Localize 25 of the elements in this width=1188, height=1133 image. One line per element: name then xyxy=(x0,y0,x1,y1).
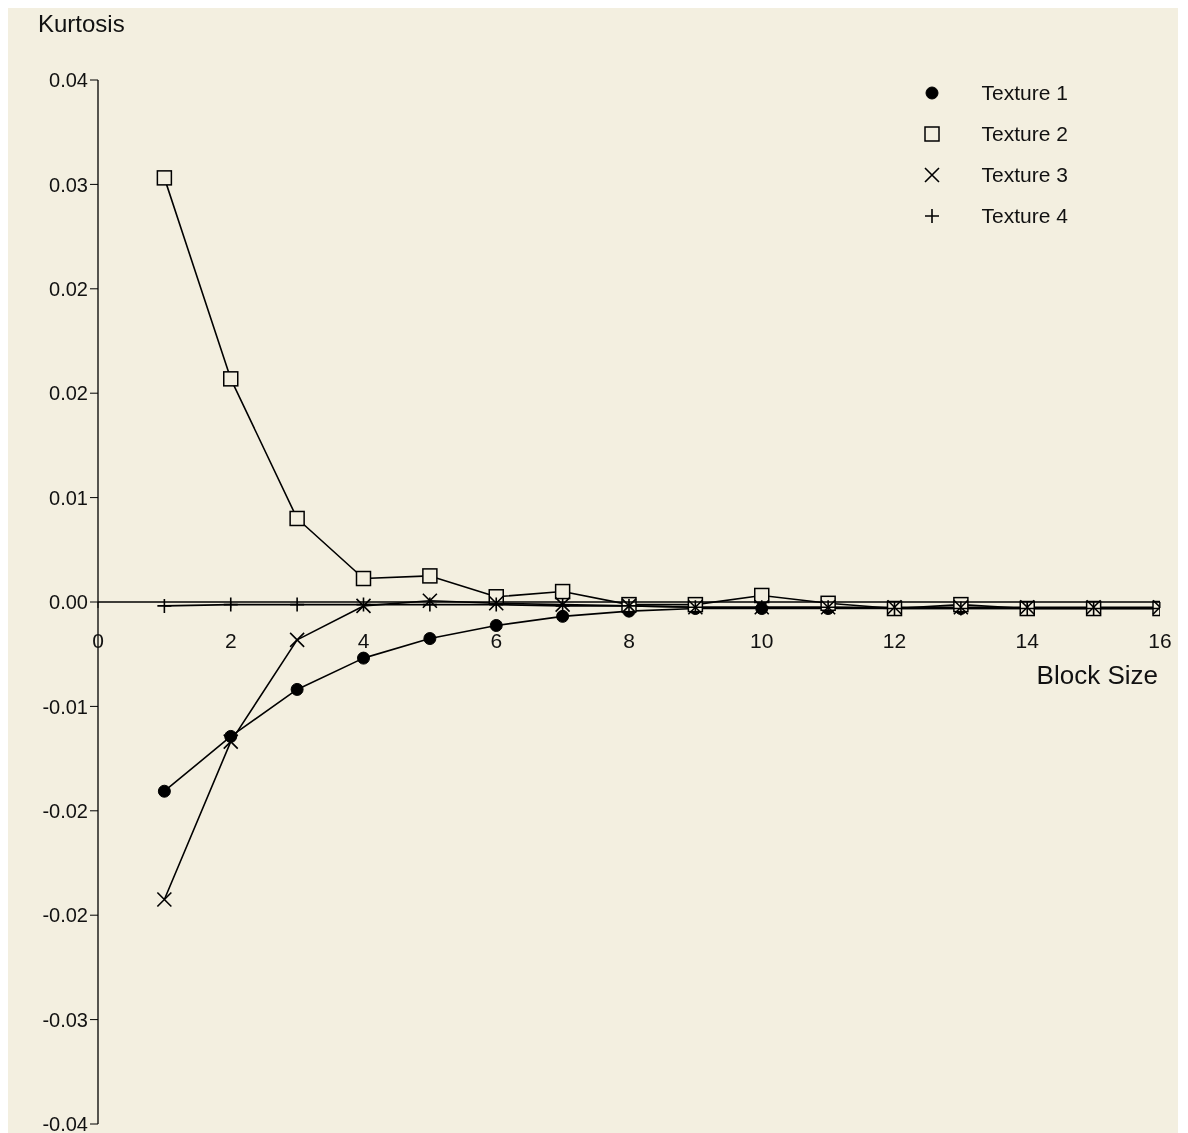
y-tick-label: -0.04 xyxy=(42,1113,88,1133)
y-axis-title: Kurtosis xyxy=(38,10,125,38)
y-tick-label: -0.02 xyxy=(42,904,88,927)
x-tick-label: 14 xyxy=(1015,629,1040,652)
x-tick-label: 16 xyxy=(1148,629,1172,652)
x-tick-label: 6 xyxy=(490,629,503,652)
y-tick-label: -0.03 xyxy=(42,1008,88,1031)
x-tick-label: 2 xyxy=(224,629,237,652)
legend-label: Texture 3 xyxy=(981,162,1068,187)
y-tick-label: 0.00 xyxy=(49,591,88,614)
x-tick-label: 8 xyxy=(623,629,635,652)
legend-label: Texture 4 xyxy=(981,203,1068,228)
y-tick-label: -0.02 xyxy=(42,799,88,822)
y-tick-label: 0.03 xyxy=(49,173,88,196)
x-tick-label: 4 xyxy=(357,629,370,652)
x-tick-label: 12 xyxy=(882,629,907,652)
y-tick-label: -0.01 xyxy=(42,695,88,718)
y-tick-label: 0.04 xyxy=(49,69,88,92)
legend-label: Texture 2 xyxy=(981,121,1068,146)
x-tick-label: 10 xyxy=(750,629,774,652)
legend-label: Texture 1 xyxy=(981,80,1068,105)
y-tick-label: 0.02 xyxy=(49,382,88,405)
y-tick-label: 0.02 xyxy=(49,277,88,300)
x-axis-title: Block Size xyxy=(1036,660,1158,691)
y-tick-label: 0.01 xyxy=(49,486,88,509)
